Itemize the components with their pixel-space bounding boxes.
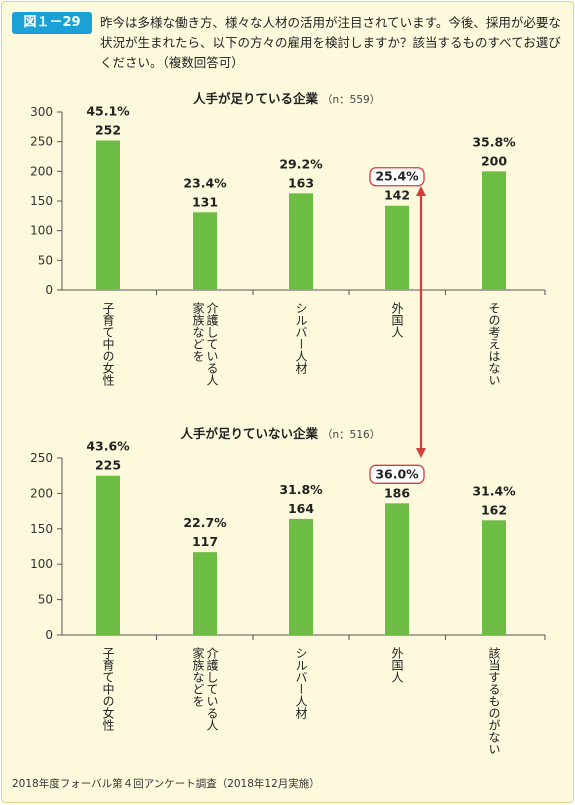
- data-label-count: 162: [481, 502, 507, 517]
- bar: [385, 503, 409, 635]
- sample-size: （n：516）: [322, 429, 380, 441]
- y-tick-label: 150: [30, 194, 53, 208]
- sample-size: （n：559）: [322, 94, 380, 106]
- data-label-count: 142: [384, 188, 410, 203]
- y-tick-label: 0: [45, 283, 53, 297]
- data-label-percent: 31.8%: [279, 482, 323, 497]
- data-label-count: 186: [384, 485, 410, 500]
- data-label-count: 200: [481, 153, 507, 168]
- y-tick-label: 100: [30, 224, 53, 238]
- category-label: シルバー人材: [294, 647, 308, 719]
- data-label-count: 131: [192, 194, 218, 209]
- y-tick-label: 250: [30, 451, 53, 465]
- highlight-box: [369, 464, 425, 484]
- data-label-count: 164: [288, 501, 314, 516]
- data-label-percent: 29.2%: [279, 156, 323, 171]
- chart-title: 人手が足りている企業: [193, 91, 319, 106]
- survey-question: 昨今は多様な働き方、様々な人材の活用が注目されています。今後、採用が必要な状況が…: [100, 15, 561, 70]
- bar: [193, 212, 217, 290]
- category-label: 該当するものがない: [487, 646, 501, 755]
- y-tick-label: 50: [38, 593, 53, 607]
- category-label: その考えはない: [487, 302, 501, 386]
- data-label-percent: 45.1%: [86, 103, 130, 118]
- bar: [482, 171, 506, 290]
- highlight-box: [369, 167, 425, 187]
- arrowhead-up-icon: [416, 186, 426, 196]
- y-tick-label: 300: [30, 105, 53, 119]
- category-label: 子育て中の女性: [101, 302, 115, 387]
- bar: [385, 205, 409, 290]
- data-label-percent: 25.4%: [375, 169, 419, 184]
- data-label-count: 225: [95, 458, 121, 473]
- source-note: 2018年度フォーバル第４回アンケート調査（2018年12月実施）: [12, 778, 320, 790]
- y-tick-label: 250: [30, 135, 53, 149]
- data-label-count: 163: [288, 175, 314, 190]
- data-label-percent: 22.7%: [183, 515, 227, 530]
- figure-number: 図１－29: [12, 12, 92, 34]
- data-label-percent: 23.4%: [183, 175, 227, 190]
- data-label-percent: 43.6%: [86, 439, 130, 454]
- y-tick-label: 50: [38, 253, 53, 267]
- category-label: 家族などを: [191, 646, 205, 707]
- bar: [96, 140, 120, 290]
- arrowhead-down-icon: [416, 448, 426, 458]
- category-label: 外国人: [390, 302, 404, 338]
- category-label: 介護している人: [205, 647, 219, 731]
- y-tick-label: 200: [30, 164, 53, 178]
- bar: [193, 552, 217, 635]
- data-label-count: 252: [95, 122, 121, 137]
- category-label: 介護している人: [205, 302, 219, 386]
- category-label: 外国人: [390, 647, 404, 683]
- category-label: 子育て中の女性: [101, 647, 115, 732]
- chart-title: 人手が足りていない企業: [180, 426, 318, 441]
- data-label-percent: 35.8%: [472, 134, 516, 149]
- y-tick-label: 100: [30, 557, 53, 571]
- bar: [289, 518, 313, 635]
- data-label-percent: 31.4%: [472, 483, 516, 498]
- data-label-count: 117: [192, 534, 218, 549]
- y-tick-label: 150: [30, 522, 53, 536]
- y-tick-label: 200: [30, 486, 53, 500]
- bar: [482, 520, 506, 635]
- category-label: 家族などを: [191, 301, 205, 362]
- bar: [289, 193, 313, 290]
- bar: [96, 475, 120, 635]
- category-label: シルバー人材: [294, 302, 308, 374]
- y-tick-label: 0: [45, 628, 53, 642]
- data-label-percent: 36.0%: [375, 466, 419, 481]
